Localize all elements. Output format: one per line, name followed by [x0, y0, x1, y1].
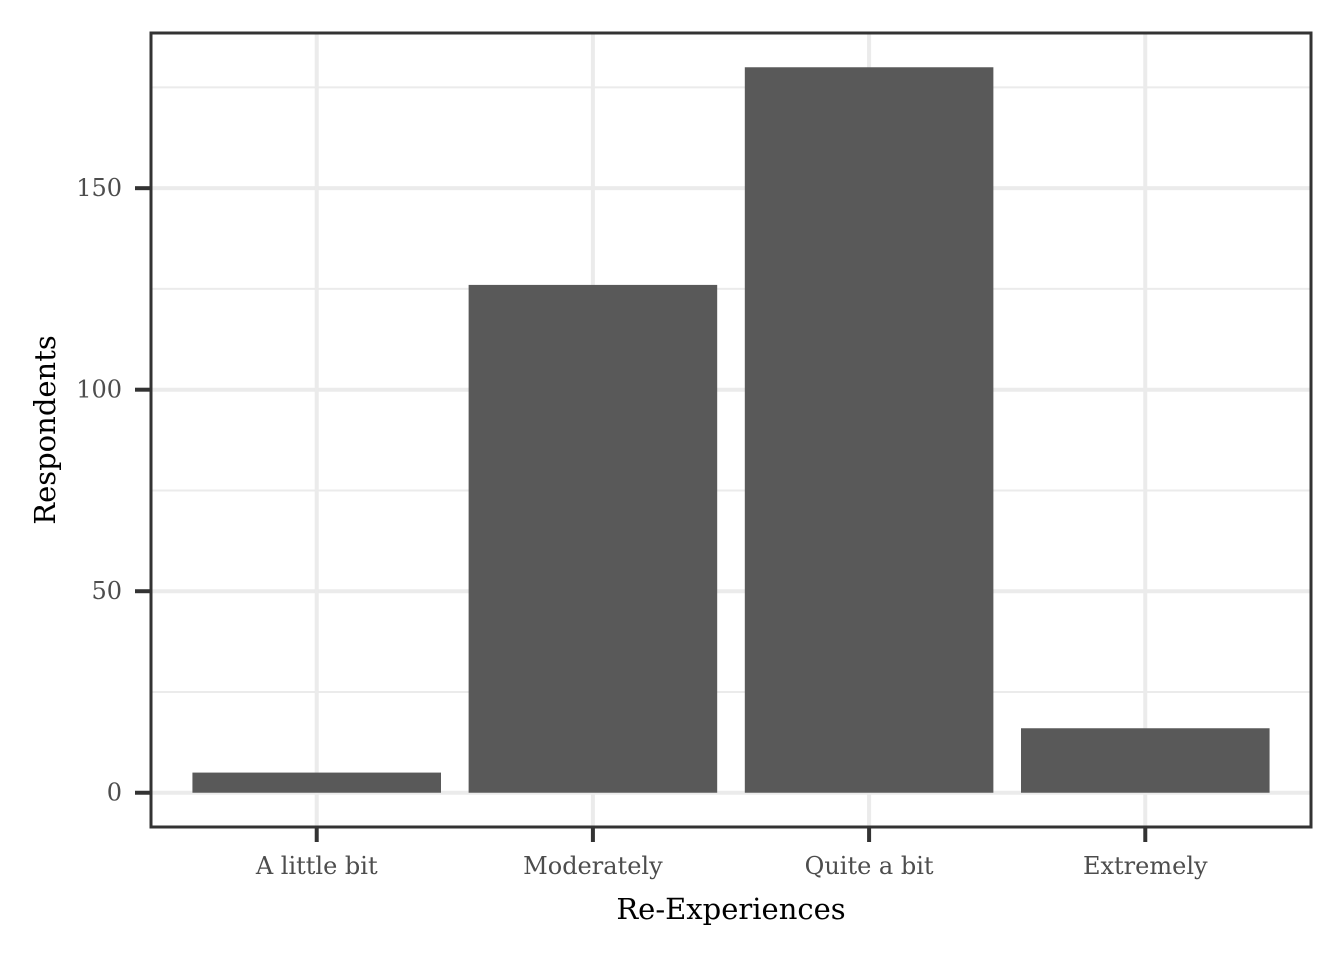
x-tick-label: Extremely: [1083, 852, 1208, 880]
plot-frame: [149, 31, 1313, 829]
y-axis: 0 50 100 150: [76, 174, 151, 807]
y-tick-label: 150: [76, 174, 122, 202]
bar: [192, 772, 441, 793]
x-axis: A little bit Moderately Quite a bit Extreme…: [255, 827, 1208, 880]
bars: [192, 67, 1270, 793]
bar: [744, 67, 994, 793]
y-tick-label: 0: [107, 779, 122, 807]
y-axis-title: Respondents: [28, 335, 62, 525]
y-tick-label: 100: [76, 376, 122, 404]
bar: [468, 284, 718, 793]
x-tick-label: Quite a bit: [805, 852, 934, 880]
minor-gridlines: [151, 86, 1311, 693]
y-tick-label: 50: [91, 577, 122, 605]
x-tick-label: A little bit: [255, 852, 378, 880]
x-tick-label: Moderately: [523, 852, 663, 880]
x-axis-title: Re-Experiences: [616, 892, 845, 926]
major-gridlines: [151, 33, 1311, 827]
bar: [1021, 728, 1270, 793]
